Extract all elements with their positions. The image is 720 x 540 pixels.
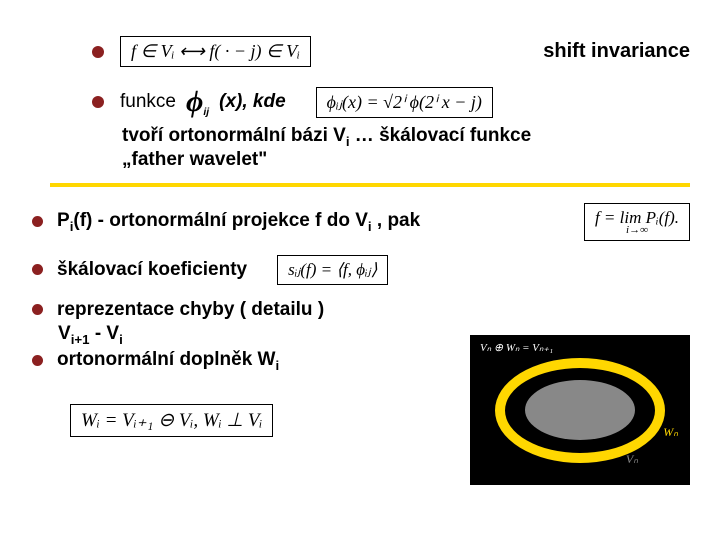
phi-symbol: ϕij: [186, 85, 209, 119]
formula-coeff: sᵢⱼ(f) = ⟨f, ϕᵢⱼ⟩: [277, 255, 388, 285]
divider: [50, 183, 690, 187]
label-xkde: (x), kde: [219, 91, 286, 113]
row-funkce: funkce ϕij (x), kde ϕᵢⱼ(x) = √2ⁱ ϕ(2ⁱ x …: [92, 85, 690, 119]
diagram-label-wn: Wₙ: [663, 425, 678, 440]
row-shift-invariance: f ∈ Vᵢ ⟷ f( · − j) ∈ Vᵢ shift invariance: [92, 36, 690, 67]
formula-wi: Wᵢ = Vᵢ₊₁ ⊖ Vᵢ, Wᵢ ⊥ Vᵢ: [70, 404, 273, 437]
row-coefficients: škálovací koeficienty sᵢⱼ(f) = ⟨f, ϕᵢⱼ⟩: [32, 255, 690, 285]
text-error: reprezentace chyby ( detailu ): [57, 299, 324, 321]
bullet-icon: [32, 264, 43, 275]
formula-phi: ϕᵢⱼ(x) = √2ⁱ ϕ(2ⁱ x − j): [316, 87, 493, 118]
diagram-label-top: Vₙ ⊕ Wₙ = Vₙ₊₁: [480, 341, 553, 354]
ellipse-wn: [495, 358, 665, 463]
row-projection: Pi(f) - ortonormální projekce f do Vi , …: [32, 203, 690, 241]
diagram-vspaces: Vₙ ⊕ Wₙ = Vₙ₊₁ Vₙ Wₙ: [470, 335, 690, 485]
bullet-icon: [32, 355, 43, 366]
label-funkce: funkce: [120, 91, 176, 113]
label-shift: shift invariance: [543, 40, 690, 63]
bullet-icon: [92, 96, 104, 108]
text-basis: tvoří ortonormální bázi Vi … škálovací f…: [122, 125, 690, 149]
text-coeff: škálovací koeficienty: [57, 259, 247, 281]
text-complement: ortonormální doplněk Wi: [57, 349, 279, 373]
ellipse-vn: [525, 380, 635, 440]
text-projection: Pi(f) - ortonormální projekce f do Vi , …: [57, 210, 420, 234]
row-basis: tvoří ortonormální bázi Vi … škálovací f…: [122, 125, 690, 171]
row-error: reprezentace chyby ( detailu ): [32, 299, 690, 321]
diagram-label-vn: Vₙ: [626, 452, 638, 467]
formula-limit: f = lim Pᵢ(f). i→∞: [584, 203, 690, 241]
formula-shift: f ∈ Vᵢ ⟷ f( · − j) ∈ Vᵢ: [120, 36, 311, 67]
bullet-icon: [92, 46, 104, 58]
bullet-icon: [32, 216, 43, 227]
text-father: „father wavelet": [122, 149, 690, 171]
bullet-icon: [32, 304, 43, 315]
